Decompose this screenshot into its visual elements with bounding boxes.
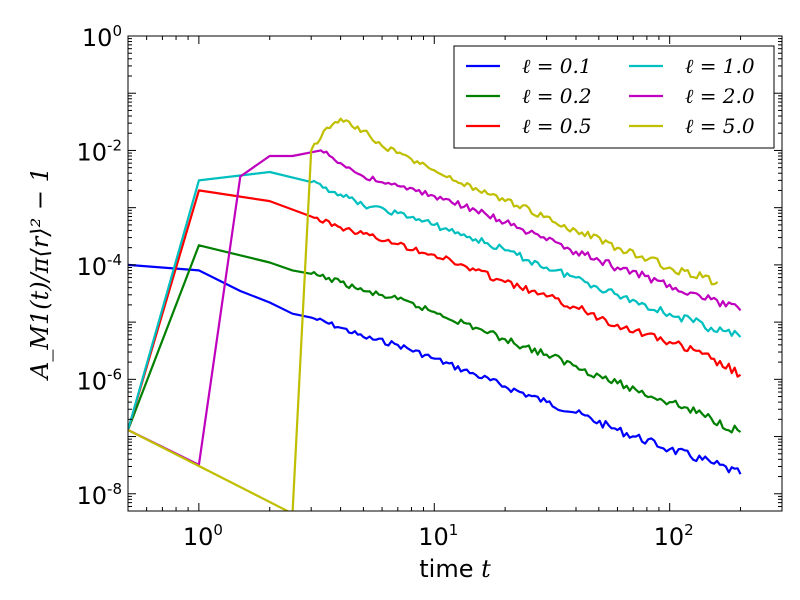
legend-label: ℓ = 0.2 <box>522 84 592 108</box>
x-tick-label: 100 <box>183 521 223 551</box>
legend-label: ℓ = 0.1 <box>522 54 592 78</box>
x-tick-label: 102 <box>654 521 694 551</box>
y-tick-label: 100 <box>82 22 122 52</box>
legend-box <box>453 45 775 149</box>
y-tick-label: 10-8 <box>76 480 122 510</box>
series-line <box>128 189 742 431</box>
series-line <box>128 263 742 475</box>
series-line <box>128 244 742 434</box>
y-tick-label: 10-4 <box>76 251 122 281</box>
x-tick-label: 101 <box>418 521 458 551</box>
y-tick-label: 10-6 <box>76 365 122 395</box>
series-line <box>128 149 742 466</box>
legend: ℓ = 0.1 ℓ = 0.2 ℓ = 0.5 ℓ = 1.0 ℓ = 2.0 ℓ = 5… <box>453 45 775 149</box>
legend-label: ℓ = 5.0 <box>685 114 755 138</box>
x-axis-label: time t <box>419 555 491 583</box>
series-layer <box>128 117 742 511</box>
series-line <box>128 117 719 511</box>
legend-label: ℓ = 0.5 <box>522 114 592 138</box>
legend-label: ℓ = 1.0 <box>685 54 755 78</box>
series-line <box>128 170 742 431</box>
tick-layer: 10-8 10-6 10-4 10-2 100 100 101 102 <box>76 22 783 551</box>
y-axis-label: A_M1(t)/π⟨r⟩² − 1 <box>26 167 54 381</box>
y-tick-label: 10-2 <box>76 136 122 166</box>
legend-entries: ℓ = 0.1 ℓ = 0.2 ℓ = 0.5 ℓ = 1.0 ℓ = 2.0 ℓ = 5… <box>466 54 755 138</box>
legend-label: ℓ = 2.0 <box>685 84 755 108</box>
